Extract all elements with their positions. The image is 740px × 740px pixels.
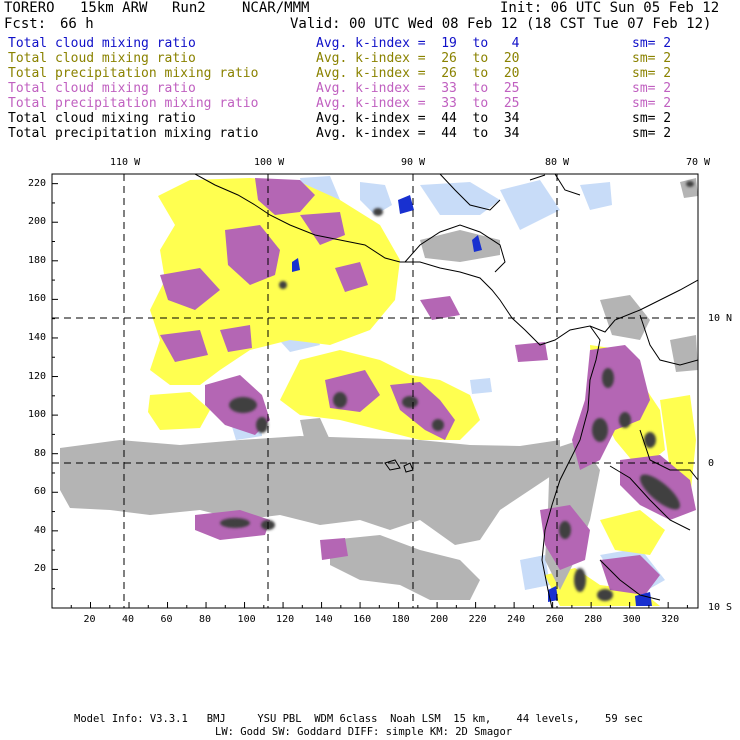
y-tick-label: 100 xyxy=(28,409,47,421)
field-name: Total precipitation mixing ratio xyxy=(8,66,259,81)
y-tick-label: 40 xyxy=(34,524,47,536)
lon-label: 90 W xyxy=(401,157,426,168)
field-kindex: Avg. k-index = 44 to 34 xyxy=(316,111,520,126)
valid-time: Valid: 00 UTC Wed 08 Feb 12 (18 CST Tue … xyxy=(290,16,712,32)
lon-label: 80 W xyxy=(545,157,570,168)
field-name: Total cloud mixing ratio xyxy=(8,51,196,66)
field-smoothing: sm= 2 xyxy=(632,126,672,141)
axis-ticks xyxy=(52,183,688,608)
center-label: NCAR/MMM xyxy=(242,0,310,16)
x-tick-label: 300 xyxy=(622,614,641,625)
x-tick-label: 60 xyxy=(160,614,173,625)
x-tick-label: 140 xyxy=(314,614,333,625)
y-tick-label: 120 xyxy=(28,370,47,382)
field-name: Total cloud mixing ratio xyxy=(8,111,196,126)
latlon-grid xyxy=(52,174,698,608)
field-smoothing: sm= 2 xyxy=(632,81,672,96)
model-name: TORERO xyxy=(4,0,55,16)
lat-label: 0 xyxy=(708,458,715,469)
lon-label: 100 W xyxy=(254,157,285,168)
cloud-dark-core xyxy=(220,181,694,601)
model-info: Model Info: V3.3.1 BMJ YSU PBL WDM 6clas… xyxy=(74,713,643,725)
field-kindex: Avg. k-index = 33 to 25 xyxy=(316,81,520,96)
model-resolution: 15km ARW xyxy=(80,0,148,16)
x-tick-label: 240 xyxy=(507,614,526,625)
field-kindex: Avg. k-index = 44 to 34 xyxy=(316,126,520,141)
map-frame xyxy=(51,173,699,609)
run-label: Run2 xyxy=(172,0,206,16)
y-tick-label: 140 xyxy=(28,331,47,343)
field-name: Total cloud mixing ratio xyxy=(8,81,196,96)
forecast-label: Fcst: xyxy=(4,16,47,32)
field-smoothing: sm= 2 xyxy=(632,51,672,66)
field-smoothing: sm= 2 xyxy=(632,66,672,81)
y-tick-label: 220 xyxy=(28,177,47,189)
field-kindex: Avg. k-index = 26 to 20 xyxy=(316,66,520,81)
x-tick-label: 40 xyxy=(122,614,135,625)
y-tick-label: 160 xyxy=(28,293,47,305)
x-tick-label: 320 xyxy=(661,614,680,625)
x-tick-label: 280 xyxy=(584,614,603,625)
y-tick-label: 180 xyxy=(28,254,47,266)
x-tick-label: 220 xyxy=(468,614,487,625)
init-time: Init: 06 UTC Sun 05 Feb 12 xyxy=(500,0,720,16)
y-tick-label: 20 xyxy=(34,563,47,575)
field-smoothing: sm= 2 xyxy=(632,96,672,111)
y-tick-label: 80 xyxy=(34,447,47,459)
coastline xyxy=(194,174,698,608)
field-name: Total cloud mixing ratio xyxy=(8,36,196,51)
forecast-hour: 66 h xyxy=(60,16,94,32)
field-name: Total precipitation mixing ratio xyxy=(8,126,259,141)
field-kindex: Avg. k-index = 33 to 25 xyxy=(316,96,520,111)
physics-info: LW: Godd SW: Goddard DIFF: simple KM: 2D… xyxy=(215,726,513,738)
x-tick-label: 20 xyxy=(83,614,96,625)
x-tick-label: 80 xyxy=(199,614,212,625)
y-tick-label: 60 xyxy=(34,486,47,498)
x-tick-label: 120 xyxy=(276,614,295,625)
field-kindex: Avg. k-index = 19 to 4 xyxy=(316,36,520,51)
cloud-field-layer xyxy=(60,176,698,606)
lon-label: 70 W xyxy=(686,157,711,168)
cloud-blue-core xyxy=(292,195,652,606)
y-tick-label: 200 xyxy=(28,216,47,228)
x-tick-label: 200 xyxy=(430,614,449,625)
lon-label: 110 W xyxy=(110,157,141,168)
x-tick-label: 180 xyxy=(391,614,410,625)
field-smoothing: sm= 2 xyxy=(632,36,672,51)
lat-label: 10 S xyxy=(708,602,733,613)
x-tick-label: 260 xyxy=(545,614,564,625)
x-tick-label: 160 xyxy=(353,614,372,625)
x-tick-label: 100 xyxy=(237,614,256,625)
field-kindex: Avg. k-index = 26 to 20 xyxy=(316,51,520,66)
field-name: Total precipitation mixing ratio xyxy=(8,96,259,111)
lat-label: 10 N xyxy=(708,313,733,324)
field-smoothing: sm= 2 xyxy=(632,111,672,126)
